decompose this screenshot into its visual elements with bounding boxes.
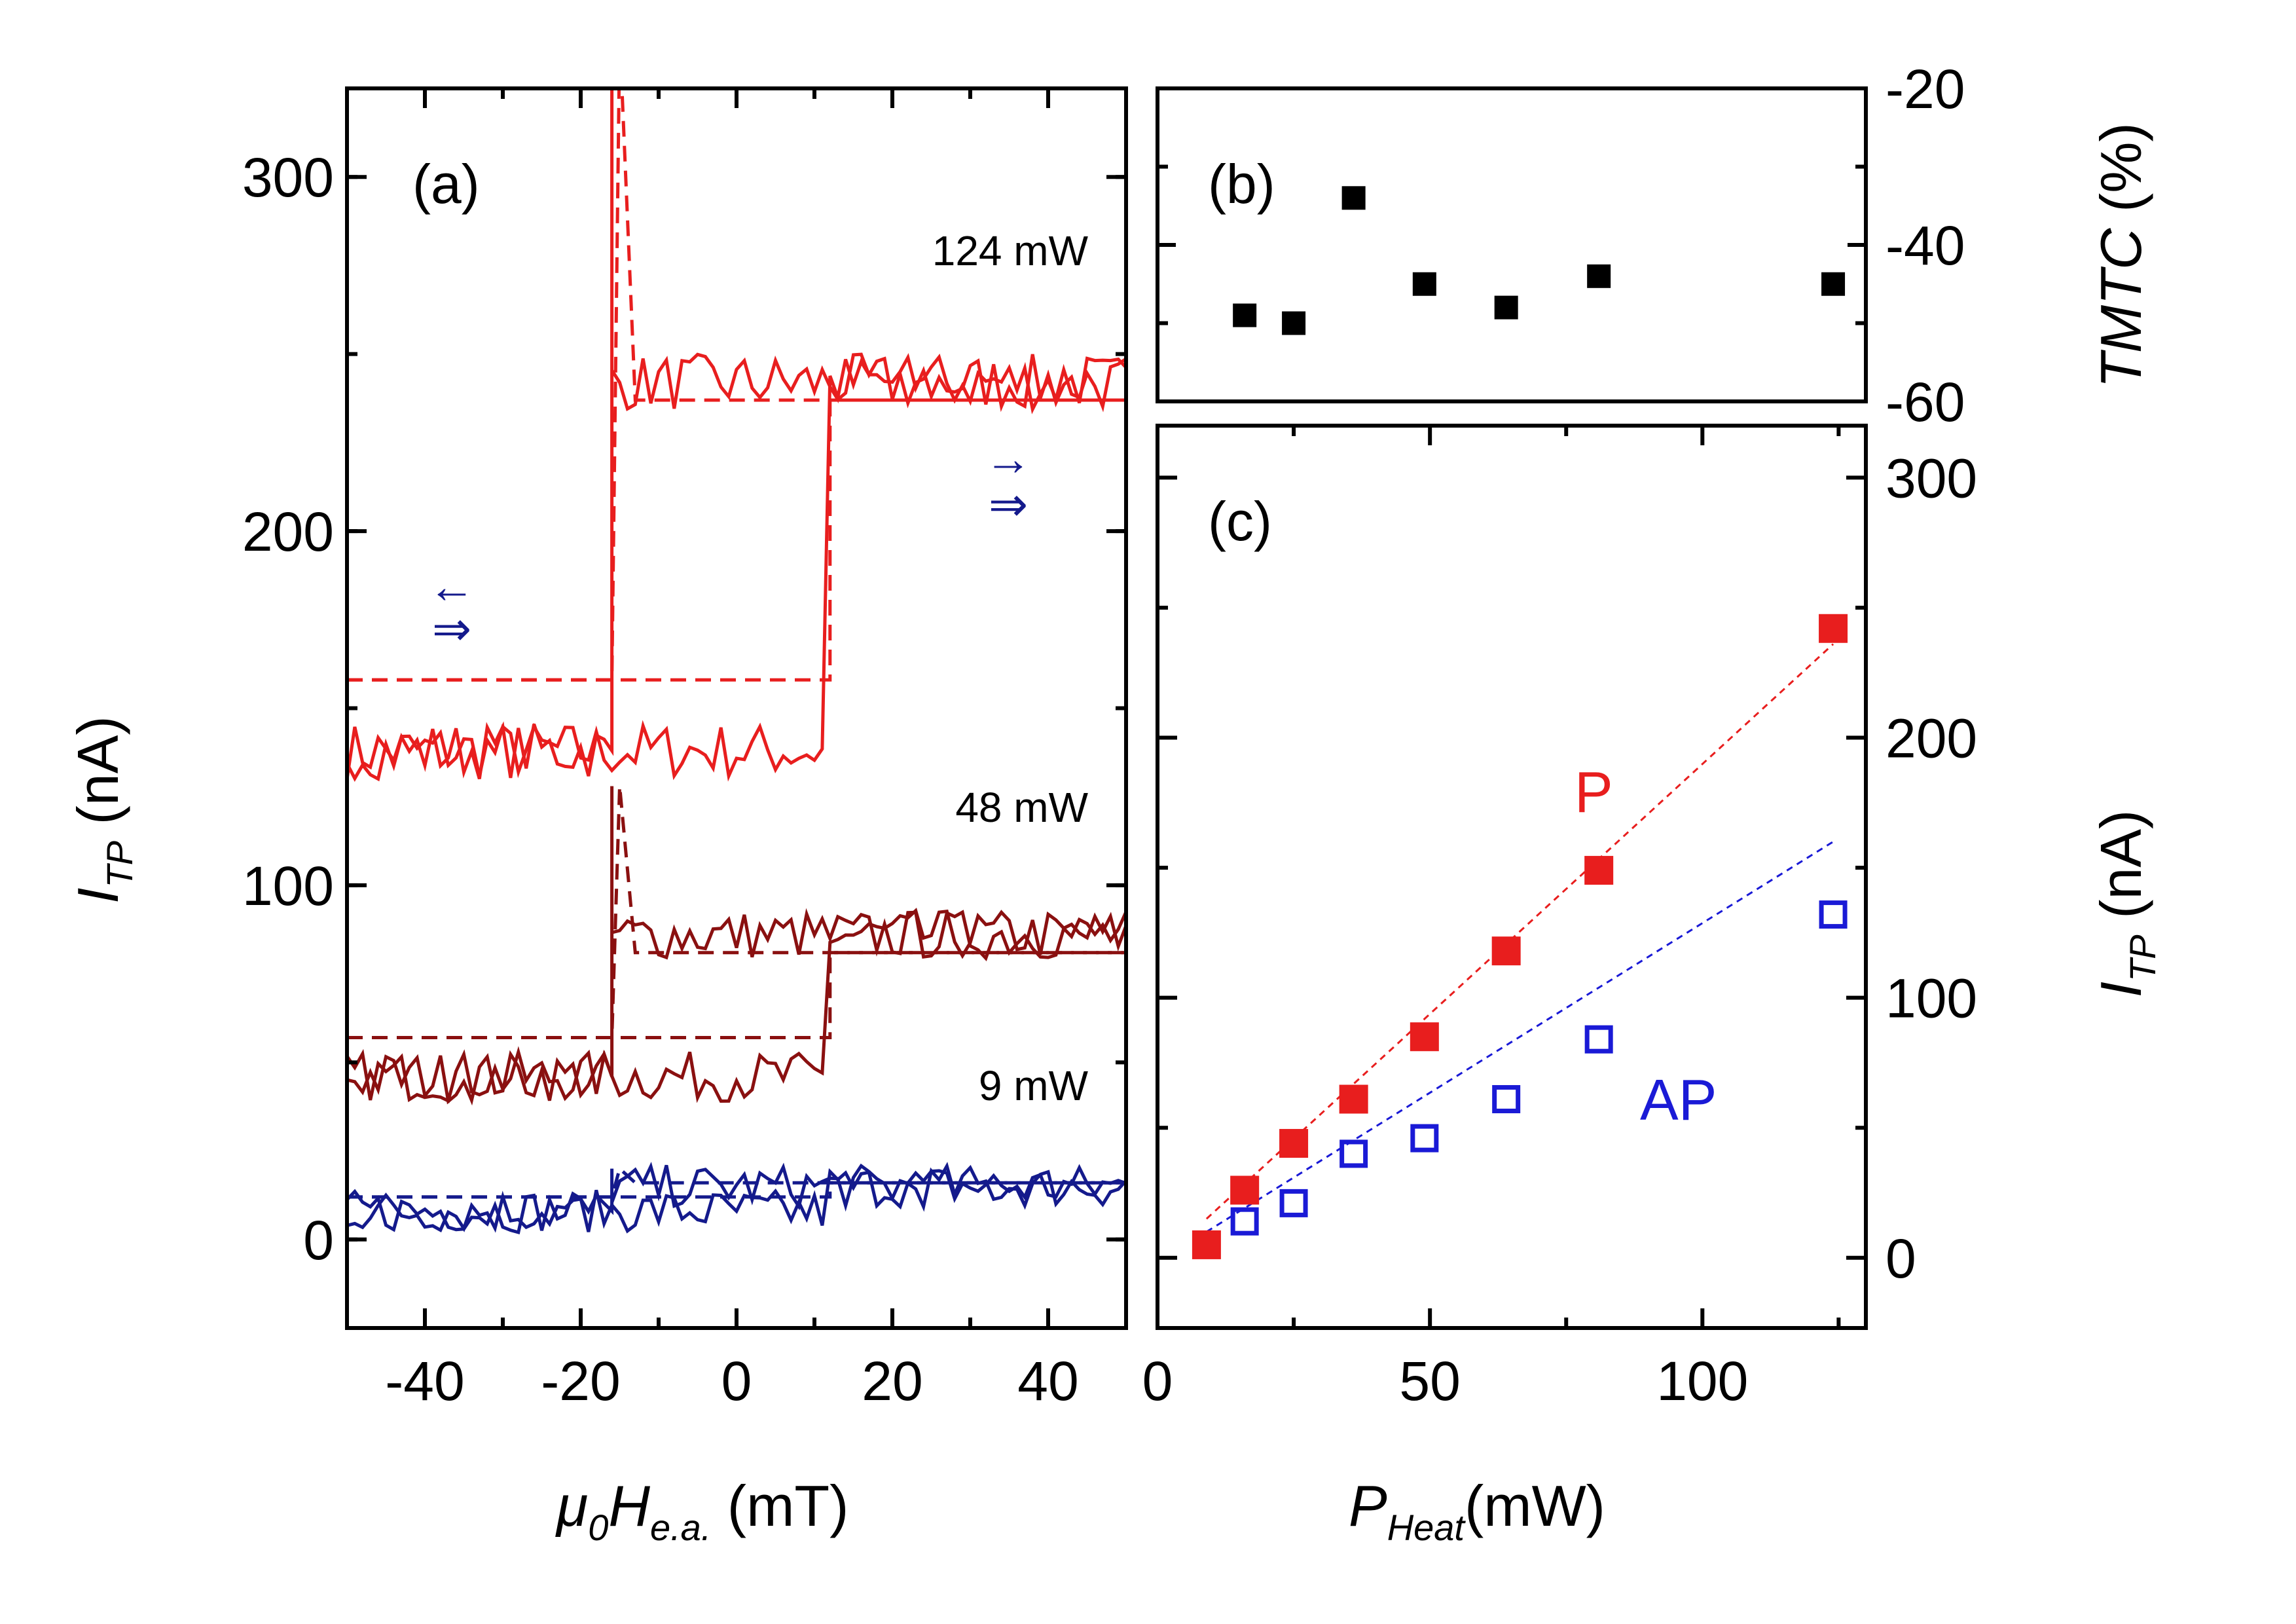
panel-c-point-p <box>1819 614 1848 643</box>
panel-a-dash-2-down <box>347 1166 1126 1199</box>
panel-a-ylabel: ITP (nA) <box>65 716 140 904</box>
panel-b-ylabel: TMTC (%) <box>2088 122 2153 388</box>
panel-c-point-p <box>1491 936 1521 966</box>
panel-b-point <box>1587 264 1611 288</box>
panel-a: -40 -20 0 20 40 0 100 200 300 (a) 124 mW 48 mW 9… <box>65 86 1128 1548</box>
magnetization-right-arrow-icon-2: ⇒ <box>989 479 1028 531</box>
panel-a-xtick-label: -20 <box>541 1350 620 1412</box>
series-label-9mw: 9 mW <box>979 1062 1089 1109</box>
xlabel-mu: μ <box>555 1473 588 1538</box>
panel-c-ylabel: ITP (nA) <box>2088 810 2163 998</box>
panel-c-point-ap <box>1584 1025 1613 1054</box>
panel-b-ticks: -20 -40 -60 <box>1157 58 1965 433</box>
panel-c-xtick-label: 100 <box>1656 1350 1748 1412</box>
panel-a-trace-group <box>347 88 1126 1235</box>
panel-b-point <box>1282 311 1306 335</box>
series-label-48mw: 48 mW <box>955 784 1088 831</box>
panel-a-label: (a) <box>412 153 480 215</box>
ylabel-c-sub-tp: TP <box>2122 934 2163 982</box>
panel-a-xtick-label: -40 <box>385 1350 464 1412</box>
panel-a-dash-1-down <box>347 786 1126 1039</box>
panel-c-point-ap <box>1279 1189 1308 1217</box>
panel-a-xtick-label: 40 <box>1017 1350 1078 1412</box>
magnetization-right-arrow-icon: ⇒ <box>432 603 471 655</box>
panel-a-trace-2-0 <box>347 1164 1126 1235</box>
panel-c-fit-line <box>1206 841 1834 1233</box>
panel-a-xtick-label: 20 <box>862 1350 922 1412</box>
ylabel-i: I <box>65 888 130 904</box>
panel-c-ticks: 0 50 100 0 100 200 300 <box>1142 426 1977 1412</box>
panel-c-ytick-label: 200 <box>1886 708 1977 769</box>
panel-c-points <box>1192 614 1848 1259</box>
panel-a-trace-2-1 <box>347 1162 1126 1233</box>
sweep-left-arrow-icon: ← <box>428 561 475 613</box>
panel-c-point-ap <box>1410 1124 1439 1153</box>
xlabel-h: H <box>608 1473 650 1538</box>
panel-a-xlabel: μ0He.a. (mT) <box>555 1473 848 1548</box>
xlabel-p: P <box>1349 1473 1387 1538</box>
ylabel-sub-tp: TP <box>99 841 140 888</box>
panel-b-ytick-label: -40 <box>1886 215 1965 276</box>
panel-c-frame <box>1156 424 1868 1330</box>
sweep-right-arrow-icon: → <box>985 433 1032 485</box>
panel-a-ytick-label: 200 <box>242 501 334 563</box>
panel-b-frame <box>1156 86 1868 403</box>
panel-c-point-p <box>1192 1230 1221 1259</box>
panel-a-trace-1-0 <box>347 908 1126 1103</box>
panel-a-traces <box>347 88 1126 1235</box>
xlabel-c-unit: (mW) <box>1465 1473 1605 1538</box>
panel-c-fit-line <box>1205 643 1834 1220</box>
ylabel-c-unit: (nA) <box>2088 810 2153 935</box>
panel-c-point-p <box>1339 1084 1368 1114</box>
panel-b-point <box>1821 272 1846 296</box>
panel-c-point-ap <box>1230 1207 1259 1236</box>
panel-b: -20 -40 -60 (b) TMTC (%) <box>1156 58 2153 433</box>
panel-a-xtick-label: 0 <box>721 1350 752 1412</box>
panel-a-trace-1-1 <box>347 786 1126 1106</box>
panel-a-dash-1-up <box>347 951 1126 1039</box>
panel-a-ytick-label: 0 <box>303 1209 334 1271</box>
panel-c-xtick-label: 50 <box>1399 1350 1460 1412</box>
ylabel-c-i: I <box>2088 982 2153 997</box>
panel-c-point-p <box>1410 1022 1439 1052</box>
panel-c-point-ap <box>1492 1085 1521 1114</box>
panel-c-ytick-label: 300 <box>1886 447 1977 509</box>
panel-a-ytick-label: 100 <box>242 855 334 917</box>
panel-c-point-p <box>1230 1175 1260 1205</box>
series-label-ap: AP <box>1640 1067 1717 1132</box>
xlabel-sub-heat: Heat <box>1387 1507 1467 1548</box>
panel-b-point <box>1494 295 1518 320</box>
panel-b-points <box>1233 186 1846 335</box>
ylabel-tmtc: TMTC <box>2088 227 2153 388</box>
panel-c-ytick-label: 100 <box>1886 968 1977 1029</box>
panel-b-point <box>1233 303 1257 327</box>
xlabel-sub-0: 0 <box>588 1507 608 1548</box>
panel-b-label: (b) <box>1208 153 1275 215</box>
panel-c-ytick-label: 0 <box>1886 1228 1916 1289</box>
panel-b-point <box>1341 186 1366 210</box>
panel-c-label: (c) <box>1208 490 1272 552</box>
panel-c-point-ap <box>1339 1139 1368 1168</box>
series-label-124mw: 124 mW <box>932 227 1089 274</box>
panel-b-ytick-label: -60 <box>1886 371 1965 433</box>
panel-b-ytick-label: -20 <box>1886 58 1965 120</box>
xlabel-unit: (mT) <box>711 1473 848 1538</box>
panel-a-dash-0-down <box>347 88 1126 682</box>
ylabel-tmtc-unit: (%) <box>2088 122 2153 228</box>
panel-c-point-p <box>1584 856 1614 885</box>
ylabel-unit: (nA) <box>65 716 130 841</box>
xlabel-sub-ea: e.a. <box>650 1507 711 1548</box>
series-label-p: P <box>1575 760 1613 824</box>
panel-b-point <box>1412 272 1436 296</box>
panel-c-fits <box>1205 643 1834 1233</box>
panel-a-ytick-label: 300 <box>242 147 334 208</box>
panel-c-xtick-label: 0 <box>1142 1350 1173 1412</box>
panel-a-trace-0-1 <box>347 88 1126 783</box>
panel-a-ticks: -40 -20 0 20 40 0 100 200 300 <box>242 88 1128 1412</box>
panel-c-point-ap <box>1819 900 1848 929</box>
panel-c-point-p <box>1279 1129 1309 1158</box>
panel-c-xlabel: PHeat(mW) <box>1349 1473 1605 1548</box>
